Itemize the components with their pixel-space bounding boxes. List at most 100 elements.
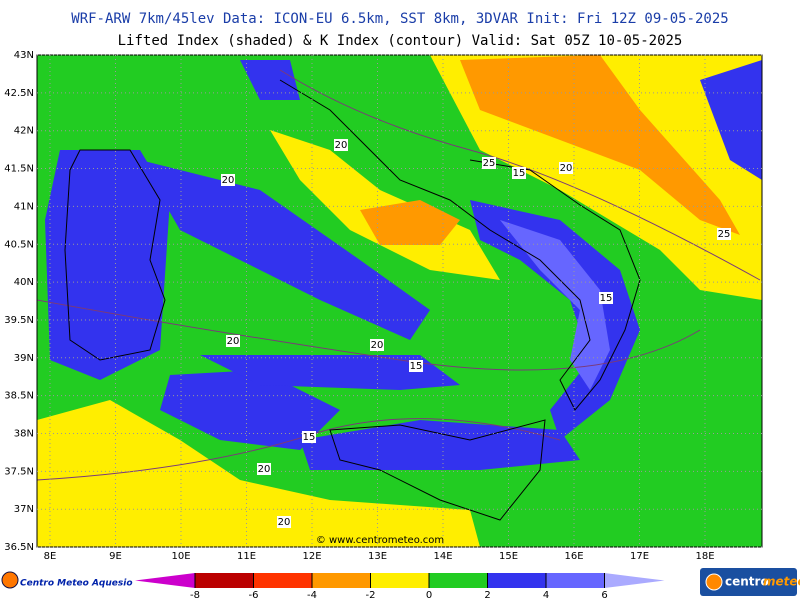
logo-left: Centro Meteo Aquesio bbox=[20, 579, 133, 589]
lon-label: 11E bbox=[237, 551, 256, 562]
shade-blue bbox=[140, 160, 430, 340]
legend-tick-label: 0 bbox=[426, 590, 432, 600]
logo-icon bbox=[1, 571, 19, 589]
lat-label: 38N bbox=[14, 429, 34, 440]
shade-lightblue bbox=[500, 220, 610, 390]
shade-blue bbox=[700, 60, 762, 180]
shade-yellow bbox=[37, 400, 480, 547]
contour-label-bg bbox=[559, 162, 573, 174]
contour-label: 15 bbox=[410, 361, 423, 372]
legend-swatch bbox=[370, 573, 429, 588]
lat-label: 39N bbox=[14, 353, 34, 364]
logo-right-box bbox=[700, 568, 797, 596]
map-labels: 43N 42.5N 42N 41.5N 41N 40.5N 40N 39.5N 39N 38.5N… bbox=[4, 50, 762, 562]
lon-label: 17E bbox=[630, 551, 649, 562]
logo-right-icon bbox=[705, 573, 723, 591]
contour-label-bg bbox=[512, 167, 526, 179]
contour-label-bg bbox=[409, 360, 423, 372]
lon-label: 13E bbox=[368, 551, 387, 562]
legend-tick-label: 4 bbox=[543, 590, 549, 600]
coast-sicily bbox=[329, 419, 546, 521]
contour-label-bg bbox=[599, 292, 613, 304]
contour-label-bg bbox=[334, 139, 348, 151]
lat-label: 37.5N bbox=[4, 466, 34, 477]
contour bbox=[279, 69, 761, 281]
shade-blue bbox=[470, 200, 640, 440]
contour-label: 25 bbox=[483, 158, 496, 169]
lon-label: 12E bbox=[302, 551, 321, 562]
lon-label: 16E bbox=[564, 551, 583, 562]
lat-label: 37N bbox=[14, 504, 34, 515]
legend-swatch bbox=[429, 573, 488, 588]
shade-blue bbox=[200, 355, 460, 390]
shade-blue bbox=[160, 370, 340, 450]
lon-label: 10E bbox=[171, 551, 190, 562]
contour-label-bg bbox=[482, 157, 496, 169]
watermark: © www.centrometeo.com bbox=[316, 535, 444, 546]
shade-blue bbox=[300, 420, 580, 470]
contour-label: 15 bbox=[600, 293, 613, 304]
lat-label: 43N bbox=[14, 50, 34, 61]
shade-orange bbox=[360, 200, 460, 245]
lat-label: 41N bbox=[14, 201, 34, 212]
legend-tick-label: -8 bbox=[190, 590, 200, 600]
legend-tick-label: -2 bbox=[366, 590, 376, 600]
title: WRF-ARW 7km/45lev Data: ICON-EU 6.5km, S… bbox=[71, 11, 728, 27]
contour-label-bg bbox=[221, 174, 235, 186]
lon-label: 8E bbox=[44, 551, 57, 562]
lon-label: 18E bbox=[695, 551, 714, 562]
shade-blue bbox=[240, 60, 300, 100]
shade-blue bbox=[45, 150, 170, 380]
contour-label-bg bbox=[257, 463, 271, 475]
contour bbox=[37, 299, 701, 371]
contour-label: 15 bbox=[303, 432, 316, 443]
contour-label: 20 bbox=[335, 140, 348, 151]
shade-yellow bbox=[270, 130, 500, 280]
contour-label: 25 bbox=[718, 229, 731, 240]
logo-right-b: meteo bbox=[763, 575, 800, 589]
coast-sardinia bbox=[64, 149, 166, 361]
lon-label: 15E bbox=[499, 551, 518, 562]
contour-label-bg bbox=[277, 516, 291, 528]
lat-label: 42N bbox=[14, 126, 34, 137]
legend: -8 -6 -4 -2 0 2 4 6 bbox=[135, 573, 665, 600]
lat-label: 40.5N bbox=[4, 239, 34, 250]
contour-label: 20 bbox=[258, 464, 271, 475]
subtitle: Lifted Index (shaded) & K Index (contour… bbox=[118, 33, 683, 49]
map bbox=[37, 55, 762, 547]
contour-label: 20 bbox=[222, 175, 235, 186]
contour-label: 20 bbox=[227, 336, 240, 347]
contour-label: 20 bbox=[371, 340, 384, 351]
legend-swatch bbox=[195, 573, 254, 588]
legend-tick-label: 2 bbox=[484, 590, 490, 600]
lat-label: 36.5N bbox=[4, 542, 34, 553]
contour-label-bg bbox=[226, 335, 240, 347]
legend-swatch bbox=[312, 573, 371, 588]
lat-label: 39.5N bbox=[4, 315, 34, 326]
lat-label: 41.5N bbox=[4, 164, 34, 175]
coast-italy bbox=[279, 79, 641, 411]
logo-right-a: centro bbox=[725, 575, 769, 589]
contour-label: 20 bbox=[278, 517, 291, 528]
legend-swatch bbox=[487, 573, 546, 588]
lon-label: 14E bbox=[433, 551, 452, 562]
lat-label: 42.5N bbox=[4, 88, 34, 99]
lon-label: 9E bbox=[109, 551, 122, 562]
lat-label: 38.5N bbox=[4, 391, 34, 402]
legend-tick-label: -6 bbox=[249, 590, 259, 600]
legend-arrow bbox=[135, 573, 195, 588]
legend-swatch bbox=[546, 573, 605, 588]
lat-label: 40N bbox=[14, 277, 34, 288]
contour-label-bg bbox=[370, 339, 384, 351]
contour-label: 15 bbox=[513, 168, 526, 179]
legend-tick-label: -4 bbox=[307, 590, 317, 600]
legend-tick-label: 6 bbox=[601, 590, 607, 600]
contour-label-bg bbox=[717, 228, 731, 240]
contour-label: 20 bbox=[560, 163, 573, 174]
contour-label-bg bbox=[302, 431, 316, 443]
legend-arrow bbox=[604, 573, 665, 588]
shade-orange bbox=[460, 55, 740, 235]
map-frame bbox=[36, 54, 763, 548]
legend-swatch bbox=[253, 573, 312, 588]
